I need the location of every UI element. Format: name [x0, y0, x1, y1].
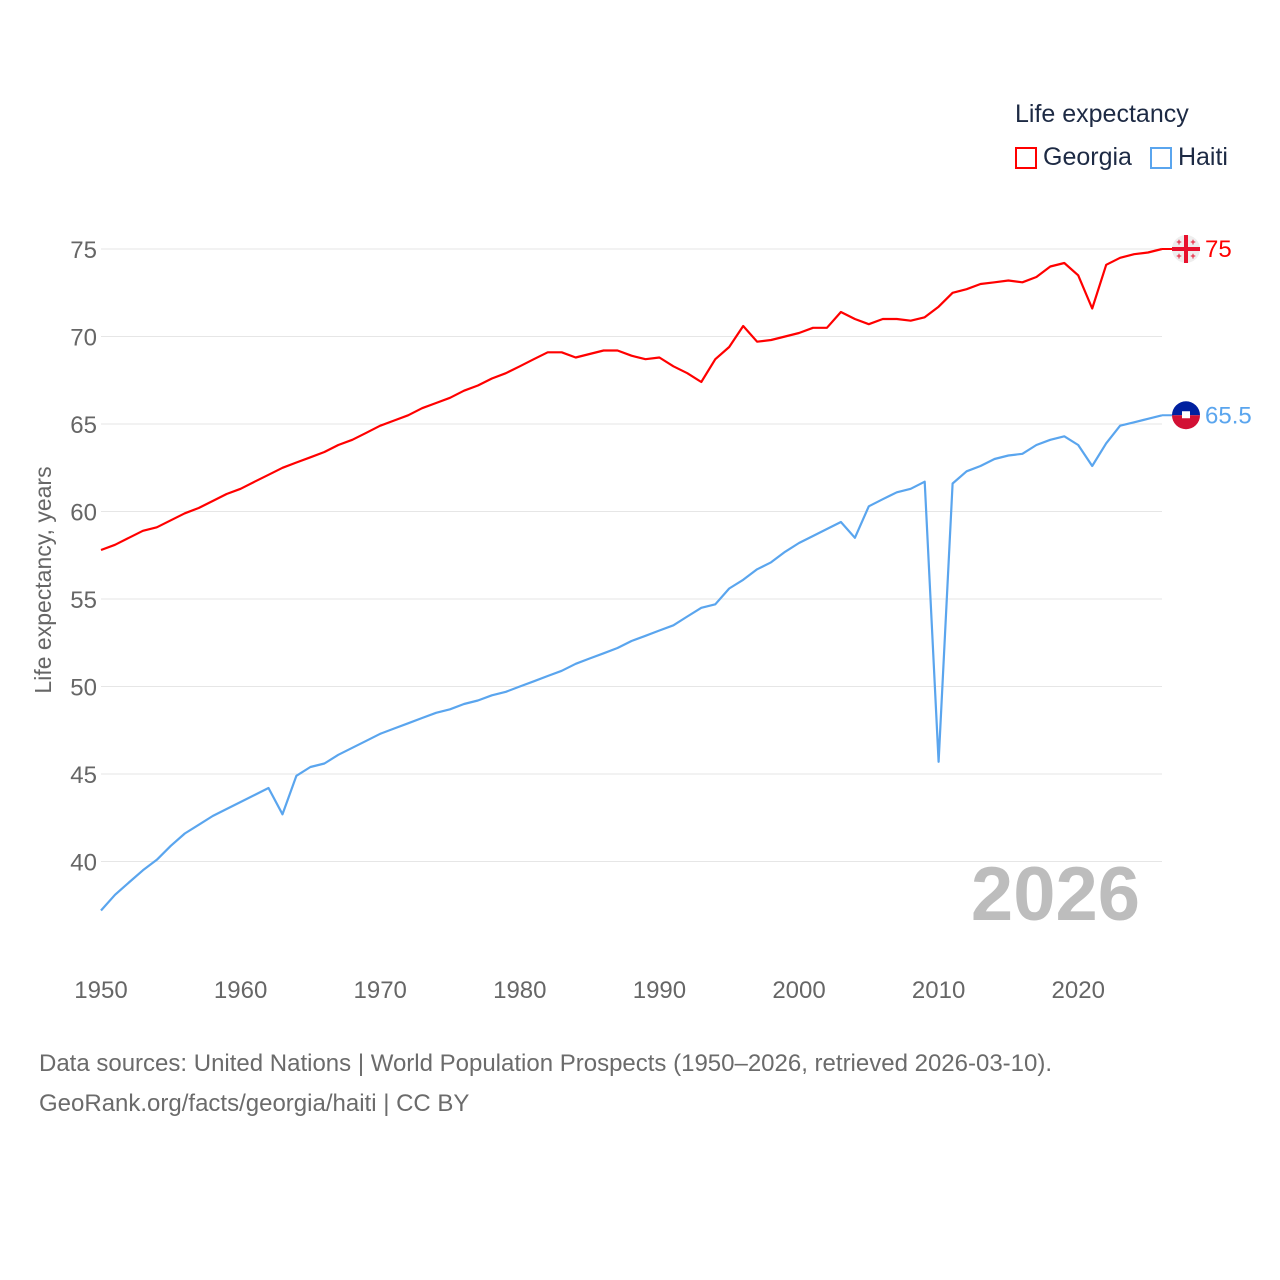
- y-axis-title: Life expectancy, years: [30, 466, 56, 693]
- georgia-flag-cross-v: [1184, 235, 1188, 263]
- y-tick-label: 65: [70, 412, 97, 439]
- series-line-haiti: [100, 414, 1163, 912]
- x-tick-label: 1990: [633, 977, 686, 1004]
- legend-label-georgia: Georgia: [1043, 143, 1132, 171]
- y-tick-label: 70: [70, 325, 97, 352]
- source-line-1: Data sources: United Nations | World Pop…: [39, 1050, 1053, 1077]
- x-tick-label: 1980: [493, 977, 546, 1004]
- y-tick-label: 55: [70, 587, 97, 614]
- source-line-2[interactable]: GeoRank.org/facts/georgia/haiti | CC BY: [39, 1090, 470, 1117]
- legend-item-georgia[interactable]: Georgia: [1015, 143, 1132, 172]
- source-note: Data sources: United Nations | World Pop…: [39, 1044, 1052, 1124]
- y-tick-label: 40: [70, 850, 97, 877]
- x-tick-label: 2020: [1052, 977, 1105, 1004]
- y-tick-label: 50: [70, 675, 97, 702]
- end-value-label-haiti: 65.5: [1205, 402, 1252, 429]
- x-tick-label: 2010: [912, 977, 965, 1004]
- legend-item-haiti[interactable]: Haiti: [1149, 143, 1228, 172]
- georgia-flag-small-cross: +: [1176, 237, 1181, 247]
- current-year-label: 2026: [971, 852, 1140, 937]
- x-tick-label: 1950: [74, 977, 127, 1004]
- x-tick-label: 1970: [354, 977, 407, 1004]
- legend-title: Life expectancy: [1015, 100, 1189, 128]
- legend-label-haiti: Haiti: [1177, 143, 1228, 171]
- georgia-flag-small-cross: +: [1190, 251, 1195, 261]
- x-tick-label: 1960: [214, 977, 267, 1004]
- x-tick-label: 2000: [772, 977, 825, 1004]
- haiti-flag-icon: [1172, 401, 1200, 416]
- georgia-flag-small-cross: +: [1176, 251, 1181, 261]
- series-line-georgia: [100, 247, 1163, 552]
- y-tick-label: 75: [70, 237, 97, 264]
- haiti-flag-emblem: [1182, 411, 1190, 419]
- y-tick-label: 45: [70, 762, 97, 789]
- legend-swatch-haiti: [1149, 146, 1172, 169]
- legend-swatch-georgia: [1015, 146, 1037, 169]
- georgia-flag-small-cross: +: [1190, 237, 1195, 247]
- legend: Georgia Haiti: [1015, 143, 1228, 172]
- haiti-flag-lower: [1172, 415, 1200, 430]
- y-tick-label: 60: [70, 500, 97, 527]
- end-value-label-georgia: 75: [1205, 236, 1232, 263]
